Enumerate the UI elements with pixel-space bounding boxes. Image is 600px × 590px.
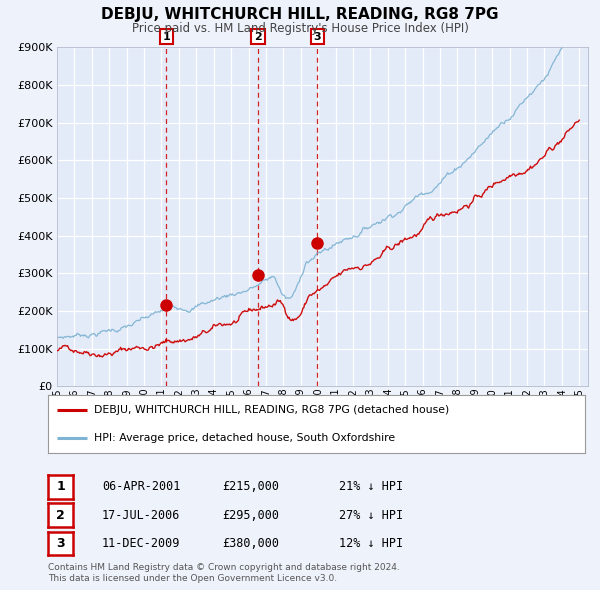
Text: £380,000: £380,000 <box>222 537 279 550</box>
Text: 11-DEC-2009: 11-DEC-2009 <box>102 537 181 550</box>
Text: DEBJU, WHITCHURCH HILL, READING, RG8 7PG: DEBJU, WHITCHURCH HILL, READING, RG8 7PG <box>101 7 499 22</box>
Text: 17-JUL-2006: 17-JUL-2006 <box>102 509 181 522</box>
Text: 3: 3 <box>56 537 65 550</box>
Text: 3: 3 <box>313 32 321 42</box>
Text: 2: 2 <box>254 32 262 42</box>
Text: 1: 1 <box>162 32 170 42</box>
Text: 2: 2 <box>56 509 65 522</box>
Text: This data is licensed under the Open Government Licence v3.0.: This data is licensed under the Open Gov… <box>48 574 337 583</box>
Text: Price paid vs. HM Land Registry's House Price Index (HPI): Price paid vs. HM Land Registry's House … <box>131 22 469 35</box>
Text: DEBJU, WHITCHURCH HILL, READING, RG8 7PG (detached house): DEBJU, WHITCHURCH HILL, READING, RG8 7PG… <box>94 405 449 415</box>
Text: £295,000: £295,000 <box>222 509 279 522</box>
Text: 06-APR-2001: 06-APR-2001 <box>102 480 181 493</box>
Text: Contains HM Land Registry data © Crown copyright and database right 2024.: Contains HM Land Registry data © Crown c… <box>48 563 400 572</box>
Text: 21% ↓ HPI: 21% ↓ HPI <box>339 480 403 493</box>
Text: 12% ↓ HPI: 12% ↓ HPI <box>339 537 403 550</box>
Text: £215,000: £215,000 <box>222 480 279 493</box>
Text: 27% ↓ HPI: 27% ↓ HPI <box>339 509 403 522</box>
Text: 1: 1 <box>56 480 65 493</box>
Text: HPI: Average price, detached house, South Oxfordshire: HPI: Average price, detached house, Sout… <box>94 433 395 443</box>
